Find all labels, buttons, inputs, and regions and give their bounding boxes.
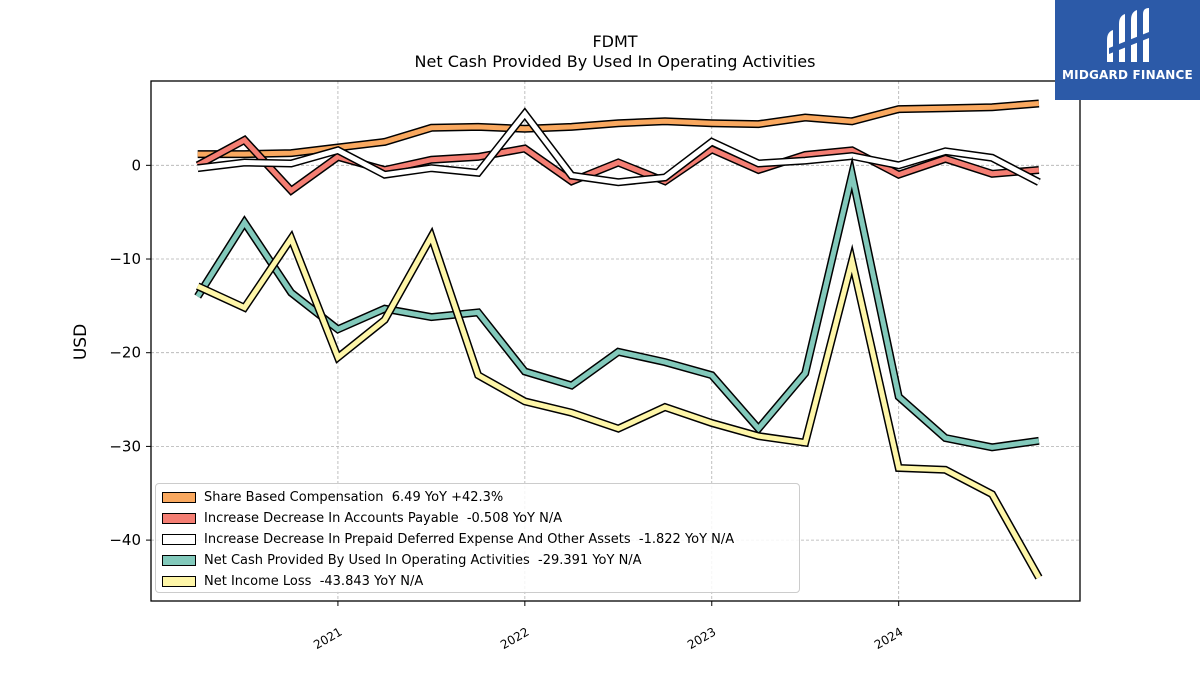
x-ticks: 2021 2022 2023 2024 <box>311 601 905 652</box>
x-tick-label: 2023 <box>685 625 718 652</box>
series-layer <box>194 99 1043 580</box>
legend-swatch <box>162 555 196 566</box>
legend-item: Increase Decrease In Prepaid Deferred Ex… <box>162 529 793 550</box>
legend-swatch <box>162 492 196 503</box>
legend-series-stats: -1.822 YoY N/A <box>630 532 735 547</box>
series-line-increase-decrease-in-accounts-payable <box>196 136 1040 194</box>
legend-item: Net Income Loss -43.843 YoY N/A <box>162 571 793 592</box>
chart-subtitle: Net Cash Provided By Used In Operating A… <box>415 52 816 71</box>
chart-title: FDMT <box>592 32 637 51</box>
legend-item: Share Based Compensation 6.49 YoY +42.3% <box>162 487 793 508</box>
legend-series-stats: -29.391 YoY N/A <box>529 553 642 568</box>
legend-series-name: Net Cash Provided By Used In Operating A… <box>204 553 530 568</box>
y-tick-label: −10 <box>109 250 141 268</box>
y-axis-label: USD <box>71 324 91 360</box>
legend-series-name: Net Income Loss <box>204 574 312 589</box>
legend-swatch <box>162 576 196 587</box>
midgard-finance-logo-icon <box>1107 8 1149 62</box>
legend-item: Increase Decrease In Accounts Payable -0… <box>162 508 793 529</box>
y-ticks: 0 −10 −20 −30 −40 <box>109 156 151 549</box>
legend: Share Based Compensation 6.49 YoY +42.3%… <box>155 483 800 593</box>
plot-frame <box>150 80 1081 602</box>
x-tick-label: 2021 <box>311 625 344 652</box>
legend-item: Net Cash Provided By Used In Operating A… <box>162 550 793 571</box>
series-line-increase-decrease-in-prepaid-deferred-expense-and-other-assets <box>197 109 1041 185</box>
brand-name: MIDGARD FINANCE <box>1062 68 1193 82</box>
legend-series-stats: -43.843 YoY N/A <box>311 574 424 589</box>
y-tick-label: −20 <box>109 344 141 362</box>
x-tick-label: 2022 <box>498 625 531 652</box>
legend-series-stats: 6.49 YoY +42.3% <box>383 490 504 505</box>
legend-swatch <box>162 513 196 524</box>
series-line-net-income-loss <box>196 230 1042 579</box>
legend-series-name: Share Based Compensation <box>204 490 384 505</box>
brand-logo: MIDGARD FINANCE <box>1055 0 1200 100</box>
y-tick-label: 0 <box>131 156 141 174</box>
x-tick-label: 2024 <box>872 625 905 652</box>
y-tick-label: −30 <box>109 437 141 455</box>
legend-series-name: Increase Decrease In Accounts Payable <box>204 511 459 526</box>
y-tick-label: −40 <box>109 531 141 549</box>
legend-series-stats: -0.508 YoY N/A <box>458 511 563 526</box>
series-line-net-cash-provided-by-used-in-operating-activities <box>195 163 1040 450</box>
legend-series-name: Increase Decrease In Prepaid Deferred Ex… <box>204 532 631 547</box>
legend-swatch <box>162 534 196 545</box>
